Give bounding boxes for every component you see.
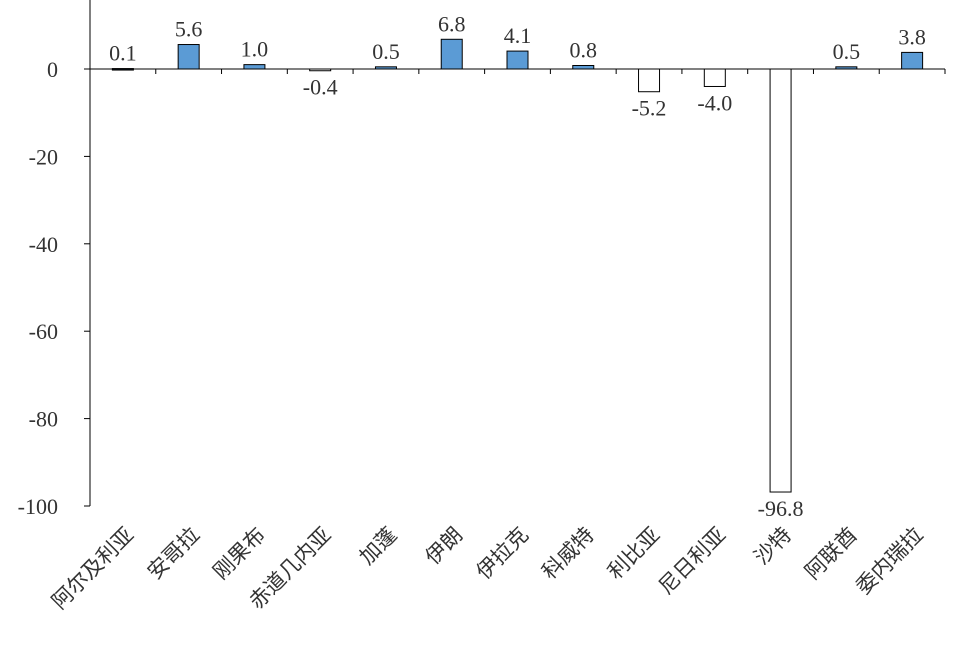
y-tick-label: -100 (18, 494, 58, 519)
data-label: -0.4 (303, 75, 338, 100)
category-label: 委内瑞拉 (851, 523, 927, 599)
x-axis (89, 68, 946, 74)
y-axis: 0 -20 -40 -60 -80 -100 (18, 0, 91, 519)
category-label: 沙特 (749, 523, 796, 570)
data-label: 6.8 (438, 11, 466, 36)
data-label: 4.1 (504, 23, 532, 48)
bar (703, 68, 726, 87)
data-label: 0.8 (570, 38, 598, 63)
bars (111, 38, 924, 493)
category-label: 尼日利亚 (654, 523, 730, 599)
bar (769, 68, 792, 493)
category-label: 阿尔及利亚 (47, 523, 138, 614)
y-tick-label: -40 (29, 232, 58, 257)
category-label: 刚果布 (208, 523, 270, 585)
data-label: 5.6 (175, 17, 203, 42)
data-label: -96.8 (758, 496, 804, 521)
bar (901, 51, 924, 70)
y-tick-label: -60 (29, 319, 58, 344)
data-label: 0.1 (109, 41, 137, 66)
category-label: 伊朗 (421, 523, 468, 570)
data-labels: 0.1 5.6 1.0 -0.4 0.5 6.8 4.1 0.8 -5.2 -4.0 -96.8 0.… (109, 11, 926, 521)
bar (572, 65, 595, 70)
category-label: 安哥拉 (143, 523, 205, 585)
category-label: 科威特 (537, 523, 599, 585)
category-label: 伊拉克 (472, 523, 534, 585)
data-label: 0.5 (833, 39, 861, 64)
bar (243, 64, 266, 70)
data-label: 1.0 (241, 37, 269, 62)
bar (506, 50, 529, 70)
data-label: -4.0 (697, 90, 732, 115)
data-label: 3.8 (898, 24, 926, 49)
category-label: 利比亚 (603, 523, 665, 585)
bar (638, 68, 661, 93)
y-tick-label: 0 (47, 57, 58, 82)
y-tick-label: -20 (29, 144, 58, 169)
category-label: 阿联酋 (800, 523, 862, 585)
data-label: -5.2 (632, 96, 667, 121)
category-label: 加蓬 (355, 523, 402, 570)
y-tick-label: -80 (29, 407, 58, 432)
data-label: 0.5 (372, 39, 400, 64)
bar (177, 44, 200, 70)
bar (440, 38, 463, 70)
